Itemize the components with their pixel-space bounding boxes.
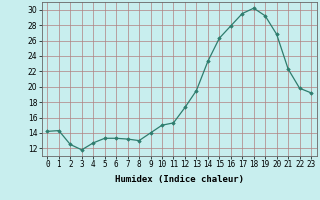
X-axis label: Humidex (Indice chaleur): Humidex (Indice chaleur) — [115, 175, 244, 184]
